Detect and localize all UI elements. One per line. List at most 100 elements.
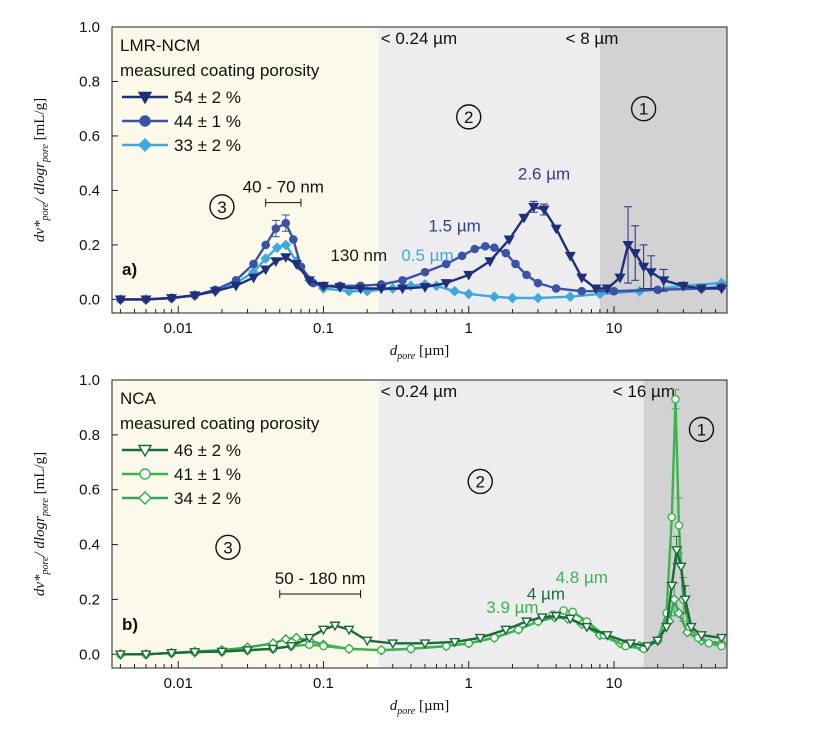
x-tick-label: 0.1 bbox=[313, 320, 334, 337]
data-point bbox=[248, 273, 260, 284]
annotation-label: 1.5 µm bbox=[428, 216, 480, 235]
region-1-background bbox=[599, 27, 727, 313]
data-point bbox=[704, 639, 714, 648]
data-point bbox=[568, 607, 578, 617]
data-point bbox=[280, 253, 292, 263]
data-point bbox=[463, 270, 475, 281]
data-point bbox=[675, 562, 687, 573]
data-point bbox=[166, 648, 178, 659]
data-point bbox=[140, 295, 152, 306]
data-point bbox=[564, 251, 576, 262]
data-point bbox=[419, 283, 431, 293]
x-tick-label: 0.01 bbox=[164, 320, 193, 337]
region-label-3: 3 bbox=[223, 538, 232, 557]
x-axis-label: dpore [µm] bbox=[390, 343, 450, 362]
data-point bbox=[666, 581, 678, 592]
region-label-circle bbox=[467, 468, 493, 495]
y-axis-label: dv*pore/ dlogrpore [mL/g] bbox=[32, 452, 51, 596]
data-point bbox=[671, 546, 683, 556]
x-tick-label: 10 bbox=[606, 675, 623, 692]
panel-label: b) bbox=[122, 615, 138, 634]
data-point bbox=[622, 240, 634, 251]
data-point bbox=[267, 644, 279, 655]
annotation-label: 4.8 µm bbox=[556, 568, 608, 587]
legend-entry: 54 ± 2 % bbox=[174, 88, 241, 107]
y-tick-label: 0.2 bbox=[79, 591, 100, 608]
data-point bbox=[449, 638, 461, 648]
threshold-label: < 0.24 µm bbox=[381, 382, 457, 401]
data-point bbox=[375, 284, 387, 295]
y-axis-label: dv*pore/ dlogrpore [mL/g] bbox=[32, 98, 51, 242]
region-label-2: 2 bbox=[464, 108, 473, 127]
region-label-1: 1 bbox=[697, 420, 706, 439]
data-point bbox=[317, 281, 330, 292]
data-point bbox=[488, 291, 500, 302]
y-tick-label: 1.0 bbox=[79, 19, 100, 36]
data-point bbox=[480, 241, 490, 251]
data-point bbox=[387, 639, 399, 650]
annotation-label: 0.5 µm bbox=[401, 246, 453, 265]
legend-entry: 33 ± 2 % bbox=[174, 136, 241, 155]
data-point bbox=[685, 622, 697, 633]
legend-entry: 41 ± 1 % bbox=[174, 465, 241, 484]
legend-marker bbox=[139, 115, 151, 127]
data-point bbox=[532, 292, 544, 304]
data-point bbox=[303, 633, 315, 644]
data-point bbox=[241, 646, 254, 656]
legend-subtitle: measured coating porosity bbox=[120, 61, 320, 80]
data-point bbox=[317, 625, 330, 636]
region-label-circle bbox=[209, 194, 235, 220]
data-point bbox=[261, 240, 270, 250]
y-tick-label: 0.6 bbox=[79, 128, 100, 145]
data-point bbox=[667, 512, 677, 522]
data-point bbox=[576, 273, 588, 284]
y-tick-label: 0.0 bbox=[79, 646, 100, 663]
data-point bbox=[343, 625, 355, 636]
data-point bbox=[490, 243, 499, 252]
region-label-circle bbox=[688, 416, 715, 443]
data-point bbox=[271, 224, 281, 233]
data-point bbox=[503, 235, 515, 246]
size-bar-label: 50 - 180 nm bbox=[275, 569, 366, 588]
data-point bbox=[641, 642, 653, 652]
data-point bbox=[271, 242, 283, 253]
data-point bbox=[590, 284, 602, 295]
region-label-2: 2 bbox=[475, 472, 484, 491]
region-3-background bbox=[112, 380, 379, 668]
plot-area bbox=[114, 389, 727, 661]
data-point bbox=[249, 259, 258, 269]
axes-frame bbox=[111, 379, 728, 669]
data-point bbox=[564, 291, 576, 302]
data-point bbox=[440, 279, 452, 289]
axes-frame bbox=[111, 26, 728, 314]
data-point bbox=[334, 283, 346, 293]
data-point bbox=[270, 257, 282, 267]
data-point bbox=[520, 617, 533, 628]
x-tick-label: 10 bbox=[606, 320, 623, 337]
data-point bbox=[528, 202, 540, 213]
data-point bbox=[638, 262, 650, 273]
legend-marker bbox=[138, 491, 152, 505]
panel-b: 3 2 1 < 0.24 µm < 16 µm 0.0 0.2 0.4 0.6 0.8 1.0 0.0… bbox=[32, 372, 728, 717]
series-46 ± 2 % bbox=[114, 535, 727, 661]
data-point bbox=[715, 284, 727, 295]
data-point bbox=[376, 645, 386, 655]
legend-marker bbox=[137, 91, 153, 105]
data-point bbox=[671, 394, 680, 404]
data-point bbox=[536, 613, 548, 623]
x-tick-label: 0.01 bbox=[164, 675, 193, 692]
y-tick-label: 0.2 bbox=[79, 237, 100, 254]
data-point bbox=[260, 253, 271, 264]
x-tick-label: 0.1 bbox=[313, 675, 334, 692]
region-label-1: 1 bbox=[639, 100, 648, 119]
data-point bbox=[679, 595, 691, 606]
data-point bbox=[230, 281, 242, 292]
data-point bbox=[614, 273, 626, 284]
data-point bbox=[457, 251, 467, 261]
plot-area bbox=[114, 200, 727, 306]
x-tick-label: 1 bbox=[465, 320, 473, 337]
data-point bbox=[715, 633, 727, 644]
data-point bbox=[355, 284, 367, 295]
